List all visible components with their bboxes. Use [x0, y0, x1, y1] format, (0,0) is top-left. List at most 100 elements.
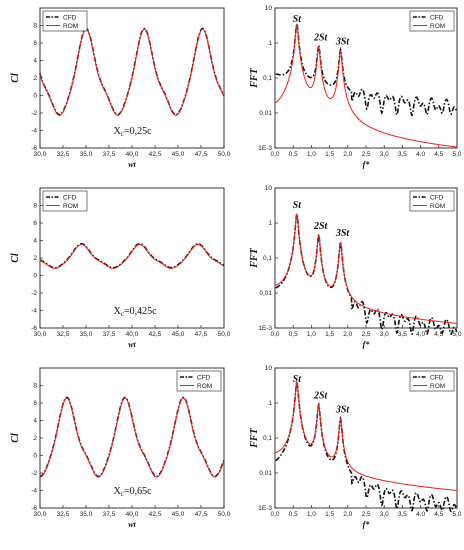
y-tick-label: 8	[33, 23, 37, 30]
x-tick-label: 3,0	[380, 151, 389, 158]
series-line-cfd	[39, 396, 225, 478]
y-tick-label: -2	[31, 470, 37, 477]
x-tick-label: 1,5	[325, 511, 334, 518]
legend-label-rom: ROM	[63, 203, 78, 210]
y-axis-label: Cl	[10, 253, 21, 263]
x-tick-label: 0,0	[270, 511, 279, 518]
series-line-cfd	[275, 380, 458, 513]
y-tick-label: 1	[268, 220, 272, 227]
legend-label-cfd: CFD	[430, 374, 444, 381]
x-tick-label: 3,5	[398, 151, 407, 158]
series-line-rom	[39, 28, 225, 116]
y-axis-label: FFT	[249, 247, 260, 268]
y-tick-label: 0	[33, 273, 37, 280]
y-tick-label: 10	[265, 365, 273, 372]
y-tick-label: 10	[265, 185, 273, 192]
x-tick-label: 1,5	[325, 331, 334, 338]
y-tick-label: 10	[265, 5, 273, 12]
x-axis-label: f*	[363, 340, 371, 349]
legend-label-cfd: CFD	[430, 14, 444, 21]
x-tick-label: 3,5	[398, 331, 407, 338]
y-tick-label: 6	[33, 220, 37, 227]
y-tick-label: 1E-3	[258, 145, 272, 152]
x-axis-label: wt	[128, 340, 136, 349]
peak-label: 3St	[335, 37, 351, 48]
x-tick-label: 45,0	[172, 511, 185, 518]
x-axis-label: wt	[128, 160, 136, 169]
x-tick-label: 40,0	[126, 511, 139, 518]
y-tick-label: 1E-3	[258, 325, 272, 332]
panel-cl-2: 30,0 32,5 35,0 37,5 40,0 42,5 45,0 47,5 50,0 -6 -4…	[10, 187, 231, 349]
x-tick-label: 45,0	[172, 331, 185, 338]
x-tick-label: 3,0	[380, 511, 389, 518]
y-tick-label: 2	[33, 435, 37, 442]
annotation-x: X	[114, 486, 122, 497]
x-tick-label: 32,5	[57, 331, 70, 338]
x-axis-label: f*	[363, 160, 371, 169]
x-tick-label: 4,5	[434, 331, 443, 338]
panel-fft-1: 0,0 0,5 1,0 1,5 2,0 2,5 3,0 3,5 4,0 4,5 5,0 1E-3 0,0…	[249, 5, 462, 169]
annotation-sub: c	[121, 490, 124, 498]
x-tick-label: 35,0	[80, 331, 93, 338]
annotation-value: =0,425c	[124, 306, 157, 317]
legend-label-rom: ROM	[430, 203, 445, 210]
peak-label: St	[293, 200, 303, 211]
x-tick-label: 50,0	[218, 331, 231, 338]
annotation-sub: c	[121, 130, 124, 138]
y-tick-label: 0,1	[263, 435, 272, 442]
y-tick-label: 4	[33, 418, 37, 425]
x-tick-label: 1,0	[307, 151, 316, 158]
y-axis-label: Cl	[10, 73, 21, 83]
x-tick-label: 3,5	[398, 511, 407, 518]
series-line-rom	[275, 381, 458, 491]
y-axis-label: FFT	[249, 67, 260, 88]
x-tick-label: 47,5	[195, 511, 208, 518]
legend-label-cfd: CFD	[63, 194, 77, 201]
series-line-rom	[39, 397, 225, 478]
y-tick-label: 0	[33, 93, 37, 100]
peak-label: 3St	[335, 405, 351, 416]
y-tick-label: -4	[31, 128, 37, 135]
y-tick-label: 6	[33, 400, 37, 407]
x-tick-label: 2,0	[343, 331, 352, 338]
x-tick-label: 0,5	[289, 331, 298, 338]
y-axis-label: FFT	[249, 427, 260, 448]
panel-cl-1: 30,0 32,5 35,0 37,5 40,0 42,5 45,0 47,5 50,0 -6 -4…	[10, 7, 231, 169]
series-line-cfd	[39, 242, 225, 269]
series-line-rom	[39, 243, 225, 269]
y-tick-label: 0,1	[263, 255, 272, 262]
x-tick-label: 30,0	[34, 511, 47, 518]
peak-label: St	[293, 14, 303, 25]
annotation-x: X	[114, 306, 122, 317]
x-tick-label: 2,0	[343, 151, 352, 158]
x-tick-label: 0,0	[270, 331, 279, 338]
x-tick-label: 4,5	[434, 151, 443, 158]
y-tick-label: -6	[31, 505, 37, 512]
x-tick-label: 0,0	[270, 151, 279, 158]
y-tick-label: 0	[33, 453, 37, 460]
y-tick-label: 1E-3	[258, 505, 272, 512]
x-tick-label: 1,5	[325, 151, 334, 158]
x-tick-label: 42,5	[149, 331, 162, 338]
legend-label-rom: ROM	[63, 23, 78, 30]
legend-label-cfd: CFD	[197, 374, 211, 381]
y-tick-label: 4	[33, 58, 37, 65]
series-line-rom	[275, 213, 458, 324]
x-tick-label: 1,0	[307, 511, 316, 518]
series-line-cfd	[275, 22, 458, 117]
y-tick-label: -4	[31, 488, 37, 495]
position-annotation: Xc=0,425c	[114, 306, 157, 318]
y-tick-label: -2	[31, 290, 37, 297]
x-tick-label: 47,5	[195, 151, 208, 158]
y-tick-label: 0,01	[259, 110, 272, 117]
peak-label: 3St	[335, 228, 351, 239]
x-tick-label: 2,5	[361, 151, 370, 158]
x-tick-label: 2,0	[343, 511, 352, 518]
x-tick-label: 0,5	[289, 151, 298, 158]
x-tick-label: 4,5	[434, 511, 443, 518]
peak-label: St	[293, 374, 303, 385]
legend-label-cfd: CFD	[63, 14, 77, 21]
y-tick-label: 1	[268, 40, 272, 47]
legend-label-cfd: CFD	[430, 194, 444, 201]
